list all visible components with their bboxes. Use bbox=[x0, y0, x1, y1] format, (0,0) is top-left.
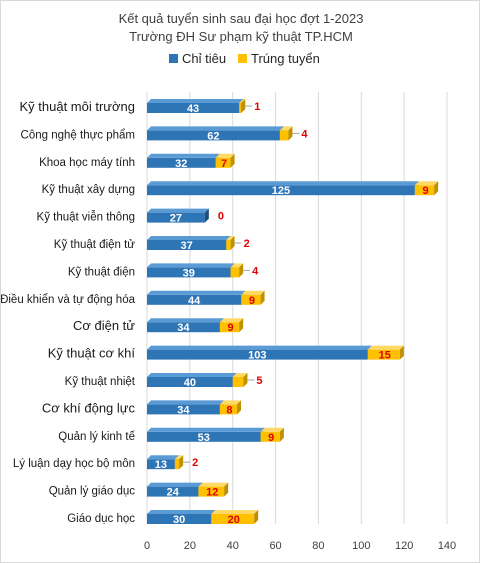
data-label-trung-tuyen: 15 bbox=[379, 350, 391, 362]
x-tick-label: 100 bbox=[352, 540, 370, 552]
data-label-trung-tuyen: 8 bbox=[226, 404, 232, 416]
data-label-trung-tuyen: 5 bbox=[256, 375, 262, 387]
category-label: Giáo dục học bbox=[67, 513, 135, 525]
x-tick-label: 20 bbox=[184, 540, 196, 552]
data-label-chi-tieu: 43 bbox=[187, 103, 199, 115]
category-label: Điều khiển và tự động hóa bbox=[1, 294, 136, 306]
bar-trung-tuyen bbox=[219, 318, 244, 333]
data-label-trung-tuyen: 0 bbox=[218, 211, 224, 223]
category-label: Kỹ thuật cơ khí bbox=[48, 346, 136, 361]
data-label-trung-tuyen: 9 bbox=[268, 432, 274, 444]
data-label-chi-tieu: 103 bbox=[248, 350, 266, 362]
data-label-trung-tuyen: 7 bbox=[221, 158, 227, 170]
category-label: Cơ điện tử bbox=[73, 318, 135, 333]
data-label-chi-tieu: 39 bbox=[183, 267, 195, 279]
bar-trung-tuyen bbox=[279, 126, 293, 141]
data-label-chi-tieu: 37 bbox=[181, 240, 193, 252]
data-label-chi-tieu: 40 bbox=[184, 377, 196, 389]
bar-trung-tuyen bbox=[414, 181, 439, 196]
legend-swatch-trung-tuyen bbox=[238, 54, 247, 63]
data-label-chi-tieu: 125 bbox=[272, 185, 290, 197]
data-label-chi-tieu: 32 bbox=[175, 158, 187, 170]
category-label: Cơ khí động lực bbox=[42, 400, 136, 415]
bar-trung-tuyen bbox=[226, 236, 235, 250]
data-label-trung-tuyen: 1 bbox=[254, 101, 260, 113]
x-axis-ticks: 0 20 40 60 80 100 120 140 bbox=[144, 540, 456, 552]
bar-trung-tuyen bbox=[367, 345, 404, 360]
bar-trung-tuyen bbox=[211, 510, 259, 524]
data-label-chi-tieu: 27 bbox=[170, 213, 182, 225]
category-label: Kỹ thuật điện bbox=[68, 266, 135, 278]
x-tick-label: 120 bbox=[395, 540, 413, 552]
data-label-chi-tieu: 13 bbox=[155, 459, 167, 471]
legend: Chỉ tiêu Trúng tuyển bbox=[169, 51, 320, 66]
data-label-chi-tieu: 24 bbox=[167, 487, 180, 499]
x-tick-label: 60 bbox=[269, 540, 281, 552]
data-label-trung-tuyen: 9 bbox=[249, 295, 255, 307]
category-label: Kỹ thuật môi trường bbox=[20, 99, 136, 114]
category-label: Kỹ thuật xây dựng bbox=[42, 184, 135, 196]
bar-trung-tuyen bbox=[232, 373, 248, 387]
data-label-chi-tieu: 30 bbox=[173, 514, 185, 526]
category-label: Khoa học máy tính bbox=[39, 157, 135, 169]
bar-trung-tuyen bbox=[219, 400, 241, 415]
category-label: Quản lý kinh tế bbox=[58, 431, 135, 443]
category-label: Quản lý giáo dục bbox=[49, 486, 136, 498]
data-label-trung-tuyen: 9 bbox=[422, 185, 428, 197]
category-labels: Kỹ thuật môi trường Công nghệ thực phẩm Kh… bbox=[1, 99, 136, 525]
data-label-chi-tieu: 44 bbox=[188, 295, 201, 307]
legend-label-trung-tuyen: Trúng tuyển bbox=[251, 51, 320, 66]
bar-chi-tieu bbox=[147, 208, 209, 223]
bar-trung-tuyen bbox=[215, 153, 235, 168]
bar-trung-tuyen bbox=[260, 427, 284, 442]
category-label: Kỹ thuật nhiệt bbox=[65, 376, 136, 388]
category-label: Lý luận dạy học bộ môn bbox=[13, 458, 135, 470]
legend-swatch-chi-tieu bbox=[169, 54, 178, 63]
data-label-trung-tuyen: 2 bbox=[192, 457, 198, 469]
bar-trung-tuyen bbox=[198, 482, 229, 497]
data-label-trung-tuyen: 4 bbox=[301, 128, 308, 140]
data-label-trung-tuyen: 9 bbox=[227, 322, 233, 334]
data-label-trung-tuyen: 4 bbox=[252, 265, 259, 277]
chart-title-line-1: Kết quả tuyển sinh sau đại học đợt 1-202… bbox=[119, 11, 364, 26]
category-label: Kỹ thuật viễn thông bbox=[37, 211, 135, 224]
x-tick-label: 0 bbox=[144, 540, 150, 552]
data-label-trung-tuyen: 20 bbox=[228, 514, 240, 526]
data-label-chi-tieu: 53 bbox=[198, 432, 210, 444]
bar-trung-tuyen bbox=[174, 455, 184, 470]
data-label-chi-tieu: 34 bbox=[177, 404, 190, 416]
data-label-trung-tuyen: 12 bbox=[206, 487, 218, 499]
data-label-chi-tieu: 62 bbox=[207, 130, 219, 142]
bar-trung-tuyen bbox=[241, 290, 265, 305]
data-label-chi-tieu: 34 bbox=[177, 322, 190, 334]
legend-label-chi-tieu: Chỉ tiêu bbox=[182, 51, 226, 66]
bar-trung-tuyen bbox=[230, 263, 244, 278]
category-label: Công nghệ thực phẩm bbox=[21, 129, 135, 141]
chart-title-line-2: Trường ĐH Sư phạm kỹ thuật TP.HCM bbox=[129, 29, 353, 44]
bar-trung-tuyen bbox=[239, 99, 246, 113]
category-label: Kỹ thuật điện tử bbox=[54, 239, 136, 251]
x-tick-label: 140 bbox=[438, 540, 456, 552]
x-tick-label: 40 bbox=[227, 540, 239, 552]
x-tick-label: 80 bbox=[312, 540, 324, 552]
data-label-trung-tuyen: 2 bbox=[244, 238, 250, 250]
